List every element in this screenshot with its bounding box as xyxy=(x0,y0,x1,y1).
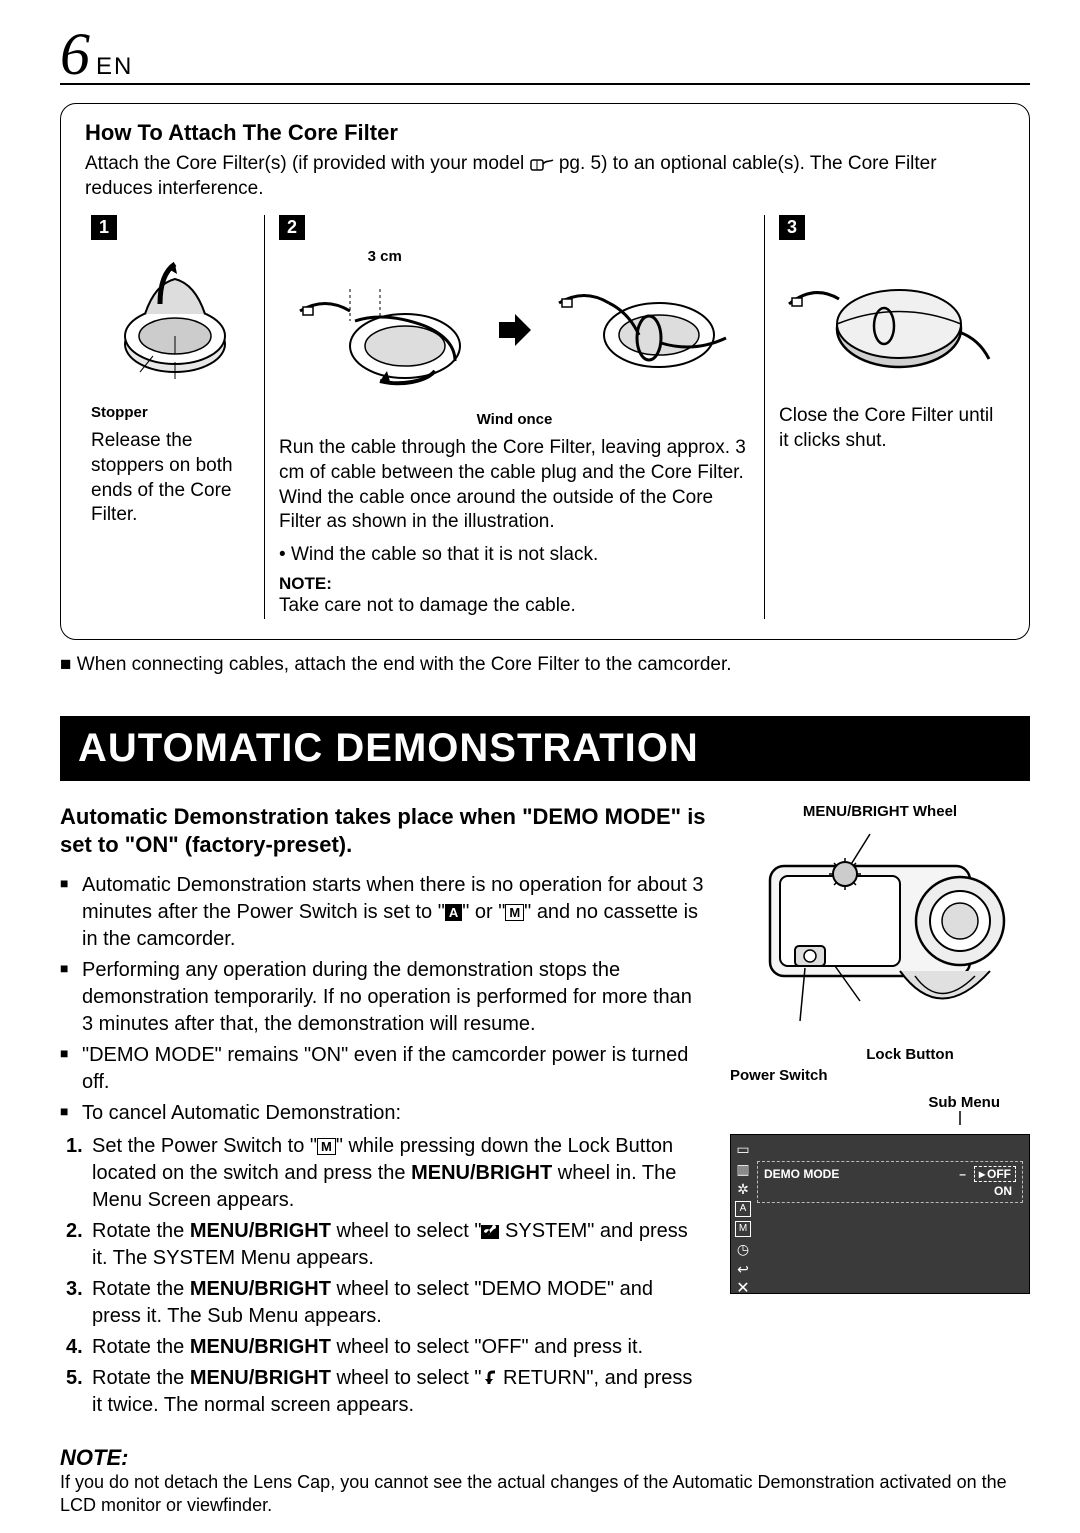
bullet-4: To cancel Automatic Demonstration: xyxy=(60,1100,706,1127)
s3-bold: MENU/BRIGHT xyxy=(190,1278,331,1300)
note-section: NOTE: If you do not detach the Lens Cap,… xyxy=(60,1445,1030,1518)
cancel-step-4: 4. Rotate the MENU/BRIGHT wheel to selec… xyxy=(66,1334,706,1361)
s1-pre: Set the Power Switch to " xyxy=(92,1135,317,1157)
submenu-opt-on: ON xyxy=(980,1184,1016,1198)
wrench-icon xyxy=(481,1225,499,1239)
s2-bold: MENU/BRIGHT xyxy=(190,1220,331,1242)
s4-post: wheel to select "OFF" and press it. xyxy=(331,1336,643,1358)
step-3-badge: 3 xyxy=(779,215,805,240)
step-2-note-text: Take care not to damage the cable. xyxy=(279,594,750,619)
s4-bold: MENU/BRIGHT xyxy=(190,1336,331,1358)
cancel-steps: 1. Set the Power Switch to "M" while pre… xyxy=(66,1133,706,1419)
submenu-opt-off: OFF xyxy=(974,1166,1016,1182)
step-3: 3 Close the Core Filter until it clicks … xyxy=(765,215,1005,618)
step-2-illustration-a xyxy=(279,271,491,401)
core-filter-intro: Attach the Core Filter(s) (if provided w… xyxy=(85,152,1005,201)
step-1-badge: 1 xyxy=(91,215,117,240)
menu-icon-system: ✲ xyxy=(735,1181,751,1197)
core-filter-section: How To Attach The Core Filter Attach the… xyxy=(60,103,1030,640)
page-ref-icon xyxy=(530,156,554,172)
step-2: 2 3 cm xyxy=(265,215,765,618)
submenu-inner: DEMO MODE – OFF ON xyxy=(757,1161,1023,1203)
s5-bold: MENU/BRIGHT xyxy=(190,1367,331,1389)
stopper-label: Stopper xyxy=(91,404,258,421)
step-3-illustration xyxy=(779,254,999,394)
menu-icon-a: A xyxy=(735,1201,751,1217)
cancel-step-3: 3. Rotate the MENU/BRIGHT wheel to selec… xyxy=(66,1276,706,1330)
wind-label: Wind once xyxy=(279,411,750,428)
core-filter-title: How To Attach The Core Filter xyxy=(85,120,1005,146)
submenu-icon-column: ▭ ▥ ✲ A M ◷ ↩ ✕ xyxy=(735,1141,751,1297)
cancel-step-5: 5. Rotate the MENU/BRIGHT wheel to selec… xyxy=(66,1365,706,1419)
arrow-right-icon xyxy=(497,312,533,348)
step-2-badge: 2 xyxy=(279,215,305,240)
auto-demo-title: AUTOMATIC DEMONSTRATION xyxy=(60,716,1030,781)
b1-mid: " or " xyxy=(462,901,505,923)
bullet-1: Automatic Demonstration starts when ther… xyxy=(60,872,706,953)
after-box-text: When connecting cables, attach the end w… xyxy=(77,654,732,675)
after-box-note: When connecting cables, attach the end w… xyxy=(60,654,1030,676)
cancel-step-1: 1. Set the Power Switch to "M" while pre… xyxy=(66,1133,706,1214)
menu-icon-camera: ▭ xyxy=(735,1141,751,1157)
dist-label: 3 cm xyxy=(279,248,491,265)
step-2-illustration-b xyxy=(539,263,751,393)
mode-m-icon-2: M xyxy=(317,1138,336,1156)
page-language: EN xyxy=(96,53,133,81)
step-1-illustration xyxy=(91,254,258,394)
step-1: 1 Stopper Release the stoppers on both e… xyxy=(85,215,265,618)
submenu-screen: ▭ ▥ ✲ A M ◷ ↩ ✕ DEMO MODE – OFF ON xyxy=(730,1134,1030,1294)
auto-demo-right: MENU/BRIGHT Wheel Lock Button Power Swit… xyxy=(730,803,1030,1423)
steps-row: 1 Stopper Release the stoppers on both e… xyxy=(85,215,1005,618)
note-body: If you do not detach the Lens Cap, you c… xyxy=(60,1471,1030,1518)
auto-demo-body: Automatic Demonstration takes place when… xyxy=(60,803,1030,1423)
lock-label: Lock Button xyxy=(790,1046,1030,1063)
auto-demo-bullets: Automatic Demonstration starts when ther… xyxy=(60,872,706,1127)
step-2-text: Run the cable through the Core Filter, l… xyxy=(279,436,750,535)
menu-icon-return: ↩ xyxy=(735,1261,751,1277)
submenu-opt-row: ON xyxy=(764,1184,1016,1198)
auto-demo-subtitle: Automatic Demonstration takes place when… xyxy=(60,803,706,860)
cancel-step-2: 2. Rotate the MENU/BRIGHT wheel to selec… xyxy=(66,1218,706,1272)
s2-mid: wheel to select " xyxy=(331,1220,482,1242)
menu-icon-m: M xyxy=(735,1221,751,1237)
bullet-2: Performing any operation during the demo… xyxy=(60,957,706,1038)
submenu-label: Sub Menu xyxy=(730,1094,1030,1111)
submenu-pointer-line xyxy=(730,1111,1030,1125)
auto-demo-left: Automatic Demonstration takes place when… xyxy=(60,803,706,1423)
bullet-3: "DEMO MODE" remains "ON" even if the cam… xyxy=(60,1042,706,1096)
submenu-item-label: DEMO MODE xyxy=(764,1167,839,1181)
s2-pre: Rotate the xyxy=(92,1220,190,1242)
step-1-text: Release the stoppers on both ends of the… xyxy=(91,429,258,528)
step-3-text: Close the Core Filter until it clicks sh… xyxy=(779,404,999,453)
intro-pgref: pg. 5 xyxy=(554,153,602,174)
s5-mid: wheel to select " xyxy=(331,1367,482,1389)
mode-a-icon: A xyxy=(445,904,462,922)
return-icon xyxy=(481,1370,497,1386)
s1-bold: MENU/BRIGHT xyxy=(411,1162,552,1184)
step-2-bullet: • Wind the cable so that it is not slack… xyxy=(279,543,750,568)
menu-icon-close: ✕ xyxy=(735,1281,751,1297)
step-2-bullet-text: Wind the cable so that it is not slack. xyxy=(291,544,598,565)
step-2-note-label: NOTE: xyxy=(279,574,750,594)
s5-pre: Rotate the xyxy=(92,1367,190,1389)
submenu-item: DEMO MODE – OFF xyxy=(764,1166,1016,1182)
note-head: NOTE: xyxy=(60,1445,1030,1471)
camcorder-illustration xyxy=(730,826,1030,1036)
s3-pre: Rotate the xyxy=(92,1278,190,1300)
menu-icon-manual: ▥ xyxy=(735,1161,751,1177)
page-number: 6 xyxy=(60,30,90,78)
page-header: 6 EN xyxy=(60,30,1030,85)
intro-pre: Attach the Core Filter(s) (if provided w… xyxy=(85,153,530,174)
s4-pre: Rotate the xyxy=(92,1336,190,1358)
mode-m-icon: M xyxy=(505,904,524,922)
power-label: Power Switch xyxy=(730,1067,1030,1084)
wheel-label: MENU/BRIGHT Wheel xyxy=(730,803,1030,820)
menu-icon-display: ◷ xyxy=(735,1241,751,1257)
